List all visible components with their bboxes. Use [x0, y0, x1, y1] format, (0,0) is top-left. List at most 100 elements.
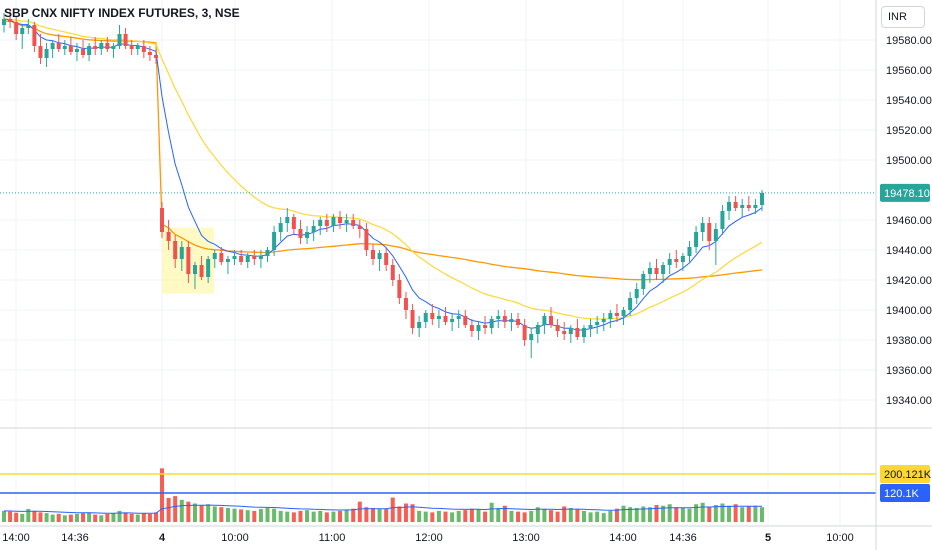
- volume-bar: [390, 497, 395, 522]
- volume-bar: [410, 504, 415, 522]
- price-tick-label: 19360.00: [886, 365, 932, 377]
- volume-bar: [436, 510, 441, 522]
- candle-body: [99, 43, 104, 49]
- volume-bar: [700, 502, 705, 522]
- volume-bar: [463, 510, 468, 522]
- volume-bar: [8, 511, 13, 522]
- volume-level-yellow-tag: [880, 465, 930, 483]
- volume-bar: [502, 505, 507, 522]
- currency-selector[interactable]: INR: [881, 6, 925, 28]
- time-tick-label: 10:00: [826, 532, 854, 544]
- last-price-label: 19478.10: [884, 188, 930, 200]
- volume-level-blue-label: 120.1K: [884, 488, 920, 500]
- volume-levels: [0, 473, 876, 494]
- candle-body: [225, 259, 230, 262]
- price-tick-label: 19440.00: [886, 245, 932, 257]
- candle-body: [707, 223, 712, 241]
- time-tick-label: 12:00: [415, 532, 443, 544]
- candle-body: [68, 46, 73, 52]
- candle-body: [588, 325, 593, 328]
- volume-bar: [26, 509, 31, 522]
- candle-body: [667, 259, 672, 265]
- candle-body: [746, 205, 751, 208]
- candle-body: [160, 208, 164, 232]
- volume-bar: [38, 512, 43, 522]
- volume-bar: [99, 515, 104, 522]
- candle-body: [614, 313, 619, 316]
- candle-body: [93, 46, 98, 49]
- volume-bar: [147, 513, 152, 522]
- volume-bar: [608, 510, 613, 522]
- price-tick-label: 19580.00: [886, 35, 932, 47]
- candle-body: [621, 310, 626, 316]
- candle-body: [628, 298, 633, 310]
- volume-bar: [186, 501, 191, 522]
- volume-bar: [252, 510, 257, 522]
- time-tick-label: 11:00: [319, 532, 346, 544]
- volume-bar: [351, 508, 356, 522]
- candle-body: [117, 34, 122, 46]
- volume-bar: [232, 508, 237, 522]
- candle-body: [720, 211, 725, 229]
- candle-body: [311, 226, 316, 232]
- candle-body: [463, 316, 468, 325]
- price-tick-label: 19460.00: [886, 215, 932, 227]
- volume-series: [2, 468, 764, 522]
- candle-body: [384, 253, 389, 265]
- candle-body: [608, 313, 613, 319]
- volume-bar: [239, 509, 244, 522]
- volume-bar: [555, 511, 560, 522]
- volume-bar: [423, 511, 428, 522]
- candle-body: [318, 220, 323, 226]
- candle-body: [173, 241, 178, 259]
- volume-bar: [93, 514, 98, 522]
- volume-bar: [219, 507, 224, 522]
- price-tick-label: 19520.00: [886, 125, 932, 137]
- candle-body: [476, 325, 481, 331]
- candle-body: [278, 223, 283, 232]
- candle-body: [298, 229, 303, 238]
- volume-bar: [595, 511, 600, 522]
- volume-bar: [621, 505, 626, 522]
- candle-body: [74, 49, 79, 52]
- volume-bar: [50, 514, 55, 522]
- candle-body: [410, 310, 415, 328]
- price-tick-label: 19560.00: [886, 65, 932, 77]
- candle-body: [232, 256, 237, 259]
- volume-ma-line: [3, 504, 763, 514]
- volume-bar: [575, 509, 580, 522]
- time-tick-label: 13:00: [512, 532, 540, 544]
- candle-body: [62, 46, 67, 49]
- candle-body: [56, 43, 61, 49]
- volume-bar: [516, 511, 521, 522]
- volume-bar: [117, 510, 122, 522]
- volume-bar: [44, 513, 49, 522]
- candle-body: [542, 316, 547, 325]
- candle-body: [555, 325, 560, 331]
- volume-bar: [489, 502, 494, 522]
- candle-body: [199, 265, 204, 277]
- candle-body: [733, 202, 738, 208]
- volume-bar: [568, 507, 573, 522]
- candle-body: [753, 205, 758, 208]
- volume-bar: [105, 513, 110, 522]
- candle-body: [430, 313, 435, 319]
- fast-ma-line: [3, 18, 763, 331]
- candle-body: [661, 265, 666, 274]
- volume-bar: [245, 510, 250, 522]
- candle-body: [147, 52, 152, 55]
- candle-body: [641, 274, 646, 289]
- volume-bar: [278, 510, 283, 522]
- volume-bar: [2, 510, 6, 522]
- volume-bar: [129, 513, 134, 522]
- candle-body: [516, 319, 521, 325]
- candle-body: [509, 319, 514, 322]
- candle-body: [154, 55, 158, 58]
- volume-bar: [601, 513, 606, 522]
- volume-bar: [20, 513, 25, 522]
- volume-bar: [654, 504, 659, 522]
- candle-body: [272, 232, 277, 250]
- volume-bar: [694, 504, 699, 522]
- volume-bar: [160, 468, 164, 522]
